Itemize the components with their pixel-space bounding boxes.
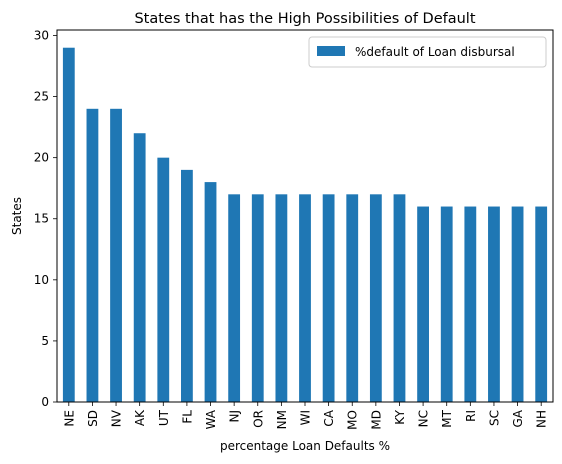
y-tick-label: 30 xyxy=(34,28,49,42)
x-tick-label: AK xyxy=(133,409,147,426)
x-tick-label: GA xyxy=(511,409,525,427)
bar-nc xyxy=(417,206,429,402)
bar-sd xyxy=(86,108,99,402)
bar-ut xyxy=(157,157,170,402)
x-tick-label: RI xyxy=(464,410,478,422)
x-tick-label: SD xyxy=(86,410,100,427)
x-tick-label: NJ xyxy=(228,410,242,423)
bar-nm xyxy=(275,194,288,402)
bar-nj xyxy=(228,194,241,402)
y-tick-label: 5 xyxy=(41,334,49,348)
bar-ga xyxy=(511,206,524,402)
bar-or xyxy=(251,194,264,402)
y-axis-label: States xyxy=(10,197,24,235)
x-tick-label: NC xyxy=(417,410,431,427)
x-tick-label: NE xyxy=(62,410,76,427)
x-tick-label: MD xyxy=(369,410,383,430)
plot-frame xyxy=(56,29,554,403)
y-tick-label: 15 xyxy=(34,212,49,226)
x-tick-label: NH xyxy=(535,410,549,428)
bars-group xyxy=(62,47,548,403)
x-axis-label: percentage Loan Defaults % xyxy=(220,439,390,453)
bar-ne xyxy=(62,47,75,402)
y-tick-label: 20 xyxy=(34,151,49,165)
x-tick-label: UT xyxy=(157,409,171,426)
bar-fl xyxy=(181,169,193,402)
bar-md xyxy=(369,194,382,402)
chart-title: States that has the High Possibilities o… xyxy=(134,11,475,27)
x-tick-label: CA xyxy=(322,409,336,426)
bar-mo xyxy=(346,194,359,402)
x-tick-label: NV xyxy=(110,409,124,427)
bar-sc xyxy=(488,206,500,402)
x-tick-label: OR xyxy=(251,410,265,428)
y-tick-label: 0 xyxy=(41,395,49,409)
x-tick-label: KY xyxy=(393,409,407,424)
y-tick-label: 10 xyxy=(34,273,49,287)
legend-swatch xyxy=(317,46,345,56)
bar-ak xyxy=(133,133,146,403)
x-tick-label: MO xyxy=(346,410,360,430)
legend-frame xyxy=(308,36,547,68)
y-tick-label: 25 xyxy=(34,90,49,104)
x-axis: NE SD NV AK UT FL WA NJ OR NM WI CA MO MD KY NC MT RI SC GA… xyxy=(62,402,549,430)
legend: %default of Loan disbursal xyxy=(308,36,547,68)
x-tick-label: MT xyxy=(440,409,454,427)
x-tick-label: WI xyxy=(299,410,313,425)
bar-nh xyxy=(535,206,548,402)
bar-ri xyxy=(464,206,477,402)
bar-nv xyxy=(110,108,122,402)
y-axis: 0 5 10 15 20 25 30 xyxy=(34,28,57,409)
legend-label: %default of Loan disbursal xyxy=(355,45,515,59)
x-tick-label: NM xyxy=(275,410,289,429)
x-tick-label: FL xyxy=(180,410,194,424)
bar-mt xyxy=(440,206,453,402)
bar-wa xyxy=(204,182,217,402)
bar-ca xyxy=(322,194,335,402)
x-tick-label: WA xyxy=(204,409,218,429)
bar-wi xyxy=(299,194,311,402)
x-tick-label: SC xyxy=(487,410,501,426)
bar-ky xyxy=(393,194,406,402)
